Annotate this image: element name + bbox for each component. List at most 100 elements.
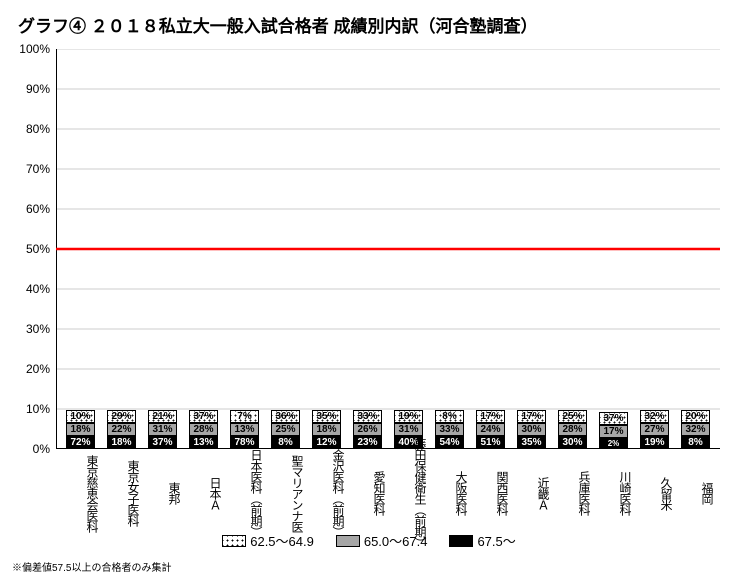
segment-value-label: 28%: [562, 424, 582, 435]
bar-segment-mid: 18%: [312, 423, 341, 436]
segment-value-label: 24%: [480, 424, 500, 435]
segment-value-label: 32%: [685, 424, 705, 435]
segment-value-label: 32%: [644, 411, 664, 422]
bar-segment-mid: 31%: [148, 423, 177, 436]
segment-value-label: 19%: [398, 411, 418, 422]
legend-label: 62.5～64.9: [250, 531, 314, 550]
y-tick-label: 40%: [26, 282, 56, 296]
bar-segment-low: 29%: [107, 410, 136, 423]
y-tick-label: 100%: [19, 42, 56, 56]
y-tick-label: 80%: [26, 122, 56, 136]
bar-column: 78%13%7%: [224, 49, 265, 449]
bar-segment-mid: 33%: [435, 423, 464, 436]
segment-value-label: 31%: [152, 424, 172, 435]
bar-segment-mid: 26%: [353, 423, 382, 436]
bar-segment-mid: 28%: [558, 423, 587, 436]
y-tick-label: 90%: [26, 82, 56, 96]
bar-column: 54%33%8%: [429, 49, 470, 449]
segment-value-label: 29%: [111, 411, 131, 422]
bars-container: 72%18%10%18%22%29%37%31%21%13%28%37%78%1…: [56, 49, 720, 449]
segment-value-label: 35%: [316, 411, 336, 422]
bar-column: 35%30%17%: [511, 49, 552, 449]
segment-value-label: 22%: [111, 424, 131, 435]
segment-value-label: 33%: [439, 424, 459, 435]
bar-segment-low: 20%: [681, 410, 710, 423]
bar-segment-mid: 30%: [517, 423, 546, 436]
legend-item-low: 62.5～64.9: [222, 531, 314, 550]
bar-segment-low: 19%: [394, 410, 423, 423]
bar-column: 8%25%36%: [265, 49, 306, 449]
segment-value-label: 13%: [234, 424, 254, 435]
bar-column: 72%18%10%: [60, 49, 101, 449]
segment-value-label: 25%: [562, 411, 582, 422]
segment-value-label: 33%: [357, 411, 377, 422]
segment-value-label: 18%: [316, 424, 336, 435]
bar-segment-low: 7%: [230, 410, 259, 423]
segment-value-label: 30%: [521, 424, 541, 435]
bar-segment-low: 21%: [148, 410, 177, 423]
segment-value-label: 20%: [685, 411, 705, 422]
legend-item-high: 67.5～: [449, 531, 515, 550]
chart-title: グラフ④ ２０１８私立大一般入試合格者 成績別内訳（河合塾調査）: [0, 0, 738, 41]
bar-segment-mid: 17%: [599, 425, 628, 438]
bar-segment-mid: 22%: [107, 423, 136, 436]
y-tick-label: 20%: [26, 362, 56, 376]
segment-value-label: 10%: [70, 411, 90, 422]
bar-segment-low: 37%: [189, 410, 218, 423]
legend-swatch: [336, 535, 360, 547]
bar-segment-low: 17%: [517, 410, 546, 423]
bar-column: 8%32%20%: [675, 49, 716, 449]
legend: 62.5～64.9 65.0～67.4 67.5～: [0, 531, 738, 550]
segment-value-label: 25%: [275, 424, 295, 435]
segment-value-label: 7%: [237, 411, 251, 422]
legend-item-mid: 65.0～67.4: [336, 531, 428, 550]
legend-swatch: [449, 535, 473, 547]
bar-column: 40%31%19%: [388, 49, 429, 449]
bar-column: 23%26%33%: [347, 49, 388, 449]
segment-value-label: 17%: [480, 411, 500, 422]
bar-segment-mid: 27%: [640, 423, 669, 436]
legend-label: 67.5～: [477, 531, 515, 550]
bar-segment-mid: 13%: [230, 423, 259, 436]
y-tick-label: 70%: [26, 162, 56, 176]
bar-column: 12%18%35%: [306, 49, 347, 449]
segment-value-label: 37%: [193, 411, 213, 422]
bar-column: 30%28%25%: [552, 49, 593, 449]
footnote: ※偏差値57.5以上の合格者のみ集計: [12, 559, 171, 574]
segment-value-label: 27%: [644, 424, 664, 435]
segment-value-label: 8%: [442, 411, 456, 422]
bar-segment-mid: 25%: [271, 423, 300, 436]
segment-value-label: 37%: [603, 413, 623, 424]
bar-segment-low: 33%: [353, 410, 382, 423]
bar-segment-mid: 18%: [66, 423, 95, 436]
segment-value-label: 28%: [193, 424, 213, 435]
segment-value-label: 26%: [357, 424, 377, 435]
bar-column: 37%31%21%: [142, 49, 183, 449]
y-tick-label: 30%: [26, 322, 56, 336]
bar-segment-low: 17%: [476, 410, 505, 423]
segment-value-label: 31%: [398, 424, 418, 435]
bar-segment-mid: 24%: [476, 423, 505, 436]
segment-value-label: 17%: [603, 426, 623, 437]
bar-segment-mid: 32%: [681, 423, 710, 436]
bar-segment-mid: 31%: [394, 423, 423, 436]
segment-value-label: 18%: [70, 424, 90, 435]
bar-column: 18%22%29%: [101, 49, 142, 449]
bar-segment-low: 36%: [271, 410, 300, 423]
bar-column: 13%28%37%: [183, 49, 224, 449]
segment-value-label: 36%: [275, 411, 295, 422]
y-tick-label: 50%: [26, 242, 56, 256]
y-tick-label: 0%: [33, 442, 56, 456]
bar-segment-low: 10%: [66, 410, 95, 423]
bar-segment-low: 32%: [640, 410, 669, 423]
bar-segment-low: 35%: [312, 410, 341, 423]
bar-segment-low: 8%: [435, 410, 464, 423]
legend-label: 65.0～67.4: [364, 531, 428, 550]
bar-column: 51%24%17%: [470, 49, 511, 449]
legend-swatch: [222, 535, 246, 547]
segment-value-label: 21%: [152, 411, 172, 422]
y-tick-label: 60%: [26, 202, 56, 216]
bar-column: 19%27%32%: [634, 49, 675, 449]
bar-segment-mid: 28%: [189, 423, 218, 436]
segment-value-label: 17%: [521, 411, 541, 422]
